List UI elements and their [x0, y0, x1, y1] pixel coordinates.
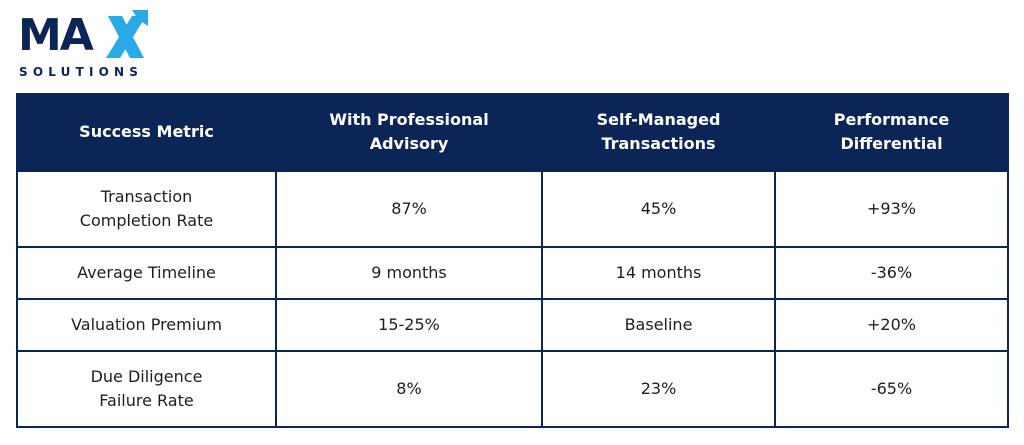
advisory-cell: 15-25% — [275, 298, 543, 352]
advisory-cell: 8% — [275, 350, 543, 428]
table-row: Valuation Premium 15-25% Baseline +20% — [16, 298, 1009, 352]
advisory-cell: 9 months — [275, 246, 543, 300]
metric-cell: Average Timeline — [16, 246, 277, 300]
self-managed-cell: Baseline — [541, 298, 776, 352]
table-row: Average Timeline 9 months 14 months -36% — [16, 246, 1009, 300]
table-header-row: Success Metric With Professional Advisor… — [16, 93, 1009, 171]
header-success-metric: Success Metric — [16, 93, 277, 171]
self-managed-cell: 23% — [541, 350, 776, 428]
table-row: Due Diligence Failure Rate 8% 23% -65% — [16, 350, 1009, 428]
header-self-managed: Self-Managed Transactions — [541, 93, 776, 171]
header-professional-advisory: With Professional Advisory — [275, 93, 543, 171]
header-performance-differential: Performance Differential — [774, 93, 1009, 171]
metric-cell: Due Diligence Failure Rate — [16, 350, 277, 428]
logo-wordmark: MA — [18, 10, 94, 61]
metric-cell: Valuation Premium — [16, 298, 277, 352]
logo-subtitle: SOLUTIONS — [19, 65, 144, 79]
differential-cell: +93% — [774, 170, 1009, 248]
logo-x-arrow-icon — [106, 10, 148, 58]
max-solutions-logo: MA SOLUTIONS — [18, 8, 148, 82]
differential-cell: -36% — [774, 246, 1009, 300]
self-managed-cell: 14 months — [541, 246, 776, 300]
table-row: Transaction Completion Rate 87% 45% +93% — [16, 170, 1009, 248]
differential-cell: +20% — [774, 298, 1009, 352]
metric-cell: Transaction Completion Rate — [16, 170, 277, 248]
differential-cell: -65% — [774, 350, 1009, 428]
comparison-table: Success Metric With Professional Advisor… — [16, 93, 1009, 428]
self-managed-cell: 45% — [541, 170, 776, 248]
advisory-cell: 87% — [275, 170, 543, 248]
